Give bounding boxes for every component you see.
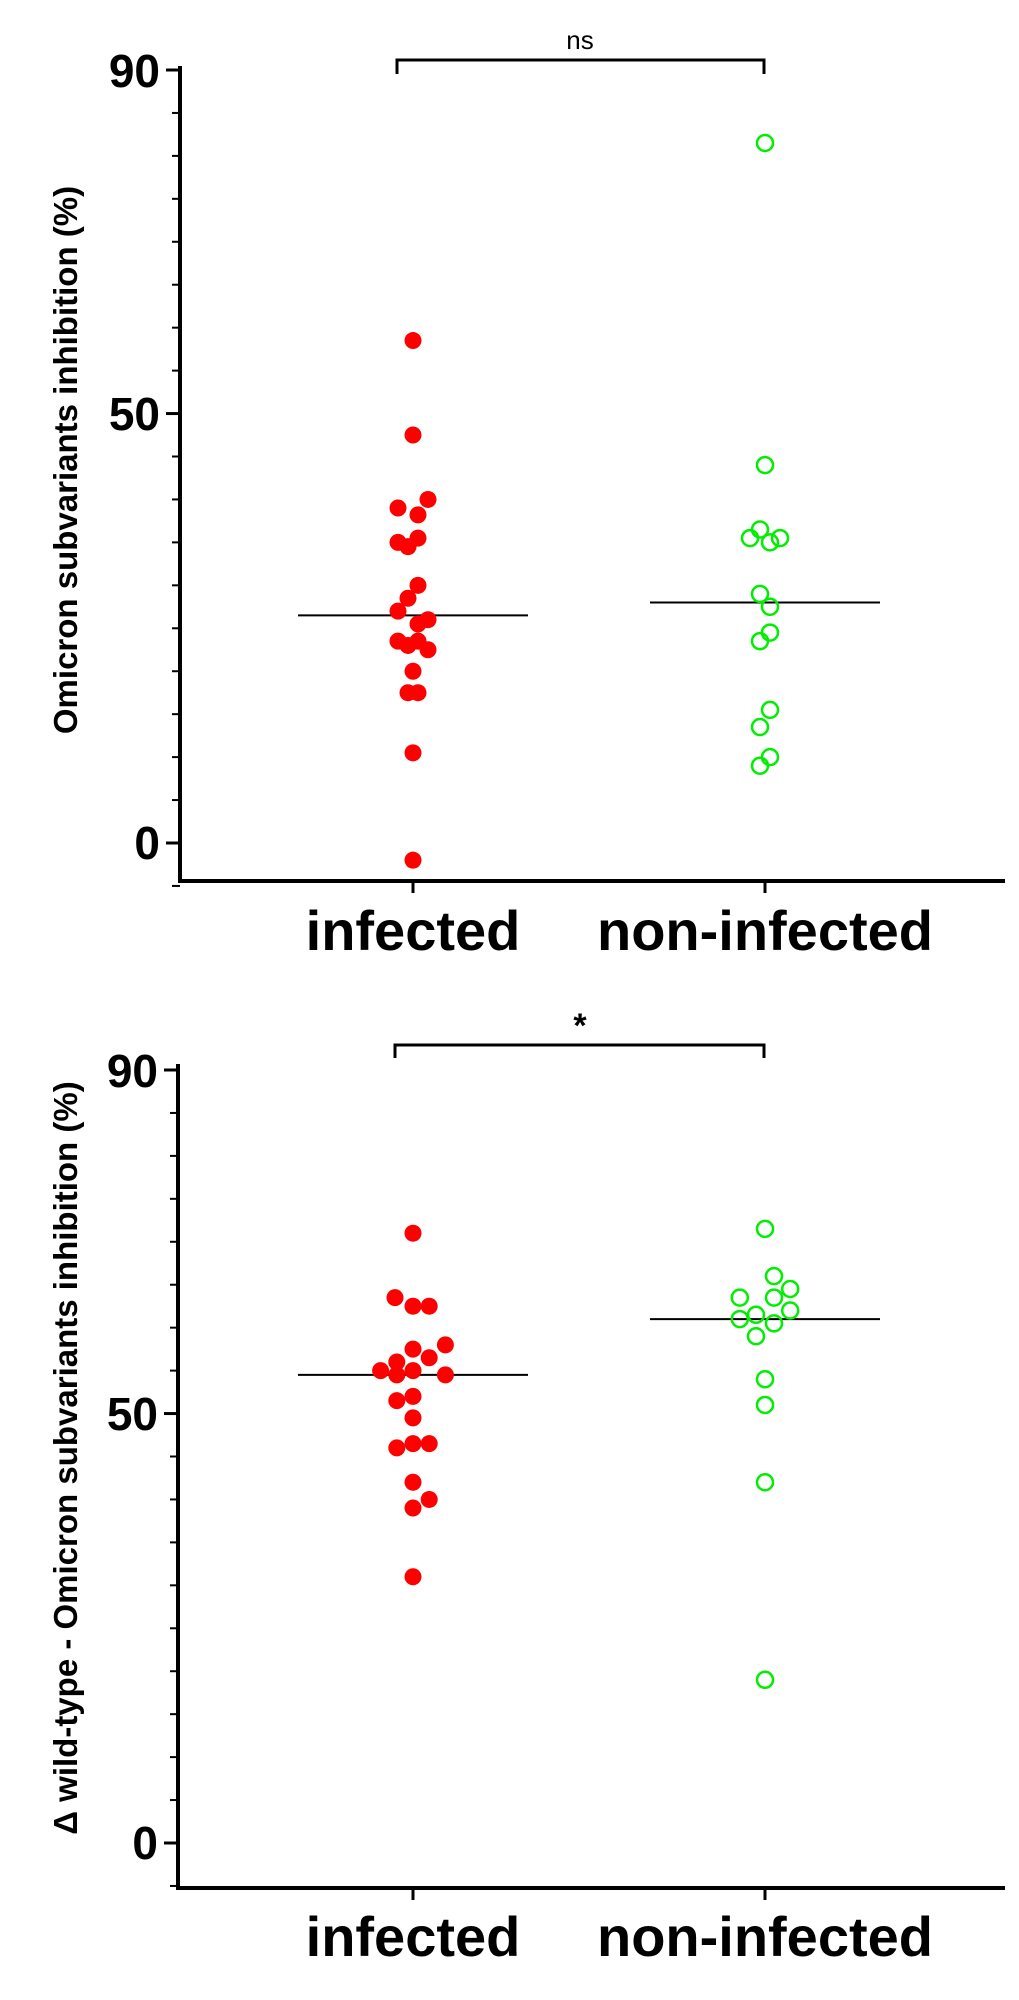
data-point-infected (388, 1353, 406, 1371)
data-point-non-infected (755, 1369, 775, 1389)
data-point-non-infected (750, 756, 770, 775)
data-point-infected (404, 1499, 422, 1517)
data-point-non-infected (764, 1266, 784, 1286)
x-tick-label-non-infected: non-infected (597, 1905, 933, 1968)
data-point-non-infected (750, 717, 770, 737)
data-point-non-infected (746, 1305, 766, 1325)
data-point-non-infected (780, 1279, 800, 1299)
y-tick-label-0: 0 (134, 817, 160, 869)
data-point-non-infected (750, 584, 770, 604)
data-point-infected (404, 1362, 422, 1380)
data-point-non-infected (760, 747, 780, 767)
data-point-infected (404, 1568, 422, 1586)
data-point-infected (372, 1362, 390, 1380)
data-point-infected (404, 1409, 422, 1427)
data-point-infected (420, 1490, 438, 1508)
data-point-non-infected (746, 1327, 766, 1346)
significance-bracket (393, 1043, 766, 1058)
data-point-infected (404, 1224, 422, 1242)
y-axis-label: Omicron subvariants inhibition (%) (47, 186, 84, 734)
data-point-non-infected (730, 1288, 750, 1307)
data-point-infected (386, 1289, 404, 1307)
data-point-non-infected (755, 1395, 775, 1415)
data-point-infected (404, 662, 422, 680)
data-point-infected (409, 684, 427, 702)
data-point-non-infected (760, 597, 780, 617)
data-point-non-infected (740, 528, 760, 548)
x-tick-label-non-infected: non-infected (597, 899, 933, 962)
data-point-infected (409, 576, 427, 594)
data-point-infected (404, 1340, 422, 1358)
data-point-infected (436, 1366, 454, 1384)
data-point-infected (419, 611, 437, 629)
data-point-infected (388, 1366, 406, 1384)
y-tick-label-0: 0 (132, 1817, 158, 1869)
data-point-infected (404, 744, 422, 762)
data-point-infected (419, 490, 437, 508)
data-point-non-infected (755, 1473, 775, 1492)
data-point-infected (404, 1435, 422, 1453)
data-point-infected (388, 1439, 406, 1457)
data-point-non-infected (760, 700, 780, 720)
data-point-infected (389, 499, 407, 517)
data-point-non-infected (760, 623, 780, 642)
data-point-infected (404, 1297, 422, 1315)
data-point-non-infected (764, 1314, 784, 1333)
x-tick-label-infected: infected (306, 1905, 521, 1968)
y-tick-label-90: 90 (107, 1045, 158, 1097)
data-point-non-infected (764, 1288, 784, 1307)
data-point-non-infected (770, 528, 790, 548)
y-tick-label-90: 90 (109, 45, 160, 97)
data-point-infected (389, 602, 407, 620)
data-point-infected (420, 1297, 438, 1315)
data-point-infected (404, 426, 422, 444)
data-point-infected (409, 529, 427, 547)
data-point-non-infected (755, 455, 775, 475)
data-point-infected (420, 1349, 438, 1367)
panel-delta-inhibition: Δ wild-type - Omicron subvariants inhibi… (47, 1007, 1005, 1968)
data-point-non-infected (755, 1670, 775, 1690)
data-point-non-infected (750, 631, 770, 651)
data-point-infected (409, 506, 427, 524)
significance-label: * (573, 1007, 587, 1045)
x-tick-label-infected: infected (306, 899, 521, 962)
data-point-non-infected (755, 1219, 775, 1239)
data-point-non-infected (755, 133, 775, 153)
significance-label: ns (566, 25, 593, 55)
significance-bracket (395, 58, 766, 74)
data-point-non-infected (780, 1301, 800, 1320)
data-point-infected (404, 1473, 422, 1491)
y-tick-label-50: 50 (109, 388, 160, 440)
data-point-infected (436, 1336, 454, 1354)
data-point-non-infected (760, 533, 780, 552)
y-axis-label: Δ wild-type - Omicron subvariants inhibi… (47, 1081, 84, 1834)
data-point-infected (404, 1387, 422, 1405)
data-point-infected (420, 1435, 438, 1453)
data-point-infected (404, 851, 422, 869)
y-tick-label-50: 50 (107, 1388, 158, 1440)
data-point-infected (404, 332, 422, 350)
data-point-infected (388, 1392, 406, 1410)
data-point-non-infected (750, 520, 770, 539)
data-point-infected (419, 641, 437, 659)
panel-omicron-inhibition: Omicron subvariants inhibition (%) 90 50… (47, 25, 1005, 962)
data-point-non-infected (730, 1309, 750, 1329)
data-point-infected (399, 589, 417, 607)
